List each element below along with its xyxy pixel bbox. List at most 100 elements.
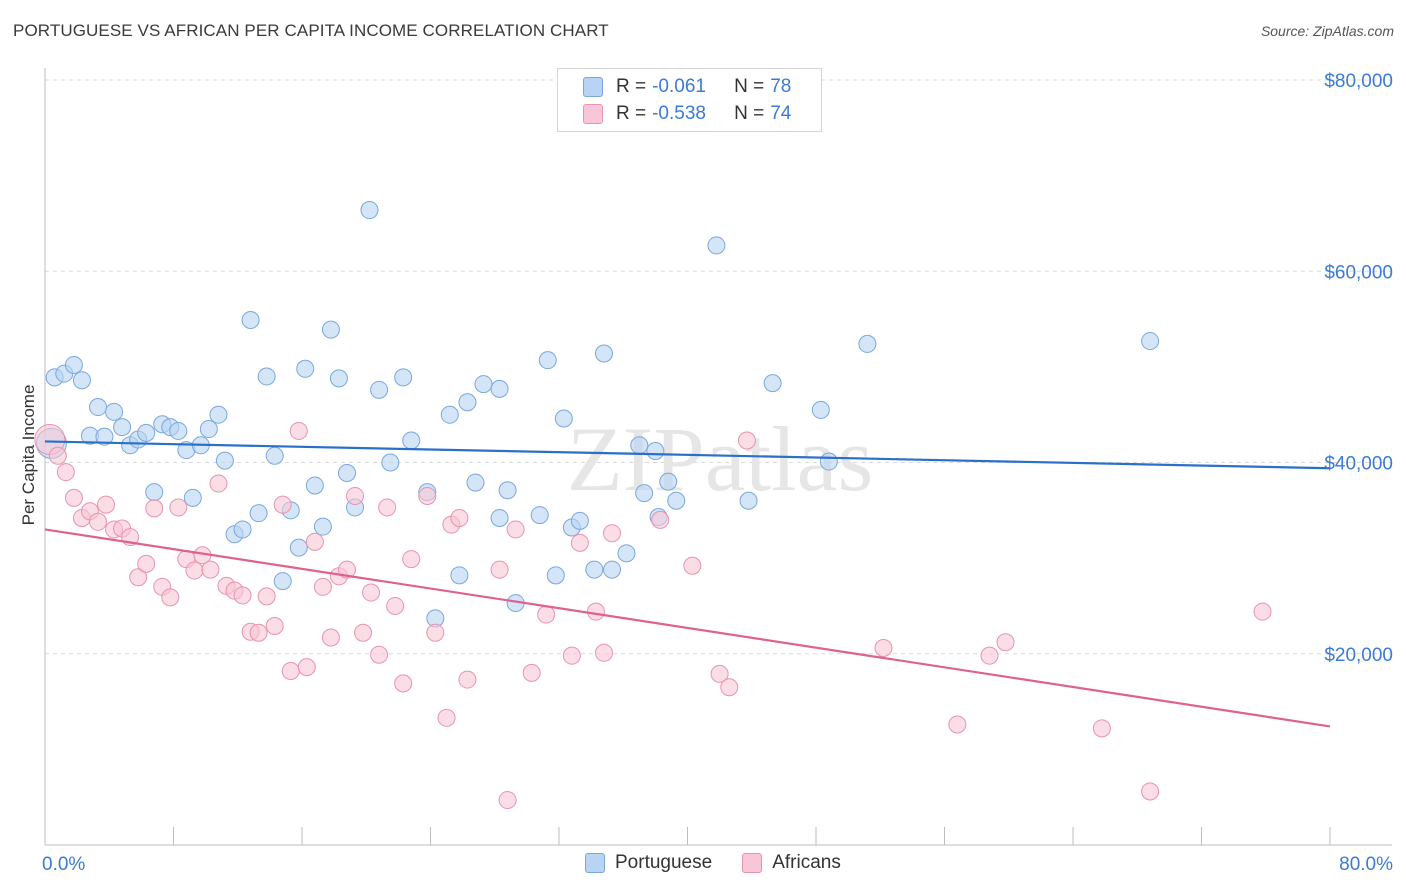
x-tick-label-max: 80.0% [1339,854,1393,875]
portuguese-point [570,511,589,530]
portuguese-point [594,344,613,363]
africans-point [683,556,702,575]
africans-point [570,533,589,552]
legend-n-value: 74 [770,103,792,124]
portuguese-point [313,517,332,536]
portuguese-point [199,420,218,439]
legend-n-label: N = [734,76,765,97]
legend-row-africans: R = -0.538 N = 74 [583,102,791,126]
portuguese-point [257,367,276,386]
africans-point [1092,719,1111,738]
africans-point [402,550,421,569]
africans-point [209,474,228,493]
legend-r-label: R = [616,103,647,124]
legend-n-label: N = [734,103,765,124]
portuguese-point [265,446,284,465]
gridlines [45,79,1392,655]
portuguese-point [64,355,83,374]
africans-point [378,498,397,517]
africans-point [137,554,156,573]
portuguese-point [296,359,315,378]
africans-point [418,486,437,505]
x-tick-label-min: 0.0% [42,854,85,875]
portuguese-point [450,566,469,585]
africans-point [562,646,581,665]
africans-point [346,486,365,505]
africans-point [437,708,456,727]
portuguese-point [305,476,324,495]
portuguese-swatch [583,77,603,97]
portuguese-point [402,431,421,450]
africans-point [233,586,252,605]
africans-point [289,421,308,440]
portuguese-point [169,421,188,440]
africans-point [337,560,356,579]
africans-point [370,645,389,664]
legend-r-value: -0.538 [652,103,706,124]
africans-point [297,658,316,677]
portuguese-point [321,320,340,339]
legend-r-value: -0.061 [652,76,706,97]
y-tick-label: $80,000 [1324,71,1393,92]
africans-point [281,661,300,680]
africans-point [450,508,469,527]
africans-point [305,532,324,551]
africans-point [537,605,556,624]
africans-point [874,639,893,658]
portuguese-point [105,402,124,421]
portuguese-point [538,351,557,370]
portuguese-point [546,566,565,585]
correlation-legend: R = -0.061 N = 78 R = -0.538 N = 74 [557,68,822,132]
africans-point [490,560,509,579]
africans-point [313,577,332,596]
africans-point [586,602,605,621]
portuguese-point [329,369,348,388]
portuguese-point [209,405,228,424]
portuguese-point [667,491,686,510]
africans-point [996,633,1015,652]
y-tick-label: $60,000 [1324,262,1393,283]
portuguese-point [739,491,758,510]
legend-item-portuguese[interactable]: Portuguese [585,852,712,874]
portuguese-point [617,544,636,563]
portuguese-point [241,311,260,330]
trend-lines [44,440,1331,728]
africans-point [169,498,188,517]
legend-row-portuguese: R = -0.061 N = 78 [583,75,791,99]
africans-point [948,715,967,734]
portuguese-point [498,481,517,500]
legend-label-portuguese: Portuguese [615,852,713,873]
africans-point [522,663,541,682]
africans-point [737,431,756,450]
africans-point [249,623,268,642]
y-tick-label: $20,000 [1324,645,1393,666]
portuguese-point [474,375,493,394]
portuguese-point [858,334,877,353]
data-points [34,201,1272,810]
portuguese-point [183,488,202,507]
portuguese-point [215,451,234,470]
portuguese-point [707,236,726,255]
africans-point [97,495,116,514]
africans-point [603,524,622,543]
portuguese-point [249,504,268,523]
portuguese-point [490,379,509,398]
chart-title: PORTUGUESE VS AFRICAN PER CAPITA INCOME … [13,21,609,40]
portuguese-point [113,418,132,437]
portuguese-point [145,483,164,502]
series-legend: Portuguese Africans [585,852,871,874]
portuguese-point [1141,332,1160,351]
y-tick-label: $40,000 [1324,454,1393,475]
portuguese-point [273,572,292,591]
legend-label-africans: Africans [772,852,841,873]
legend-item-africans[interactable]: Africans [742,852,841,874]
portuguese-point [466,473,485,492]
portuguese-point [137,423,156,442]
source-credit: Source: ZipAtlas.com [1260,23,1394,39]
africans-point [594,643,613,662]
axis-labels: $20,000 $40,000 $60,000 $80,000 0.0% 80.0% Per… [19,71,1393,875]
africans-point [129,568,148,587]
portuguese-point [458,393,477,412]
portuguese-point [554,409,573,428]
